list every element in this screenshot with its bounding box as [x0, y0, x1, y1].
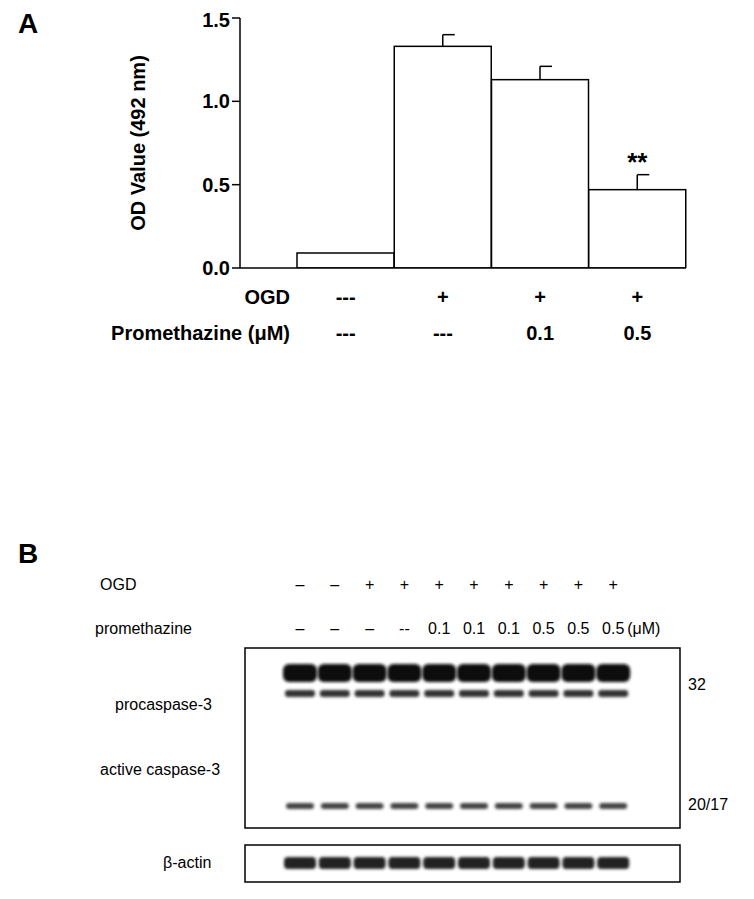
svg-text:+: + [632, 286, 644, 308]
svg-text:–: – [330, 576, 339, 593]
svg-text:**: ** [627, 147, 648, 177]
svg-text:0.5: 0.5 [623, 322, 651, 344]
svg-text:OGD: OGD [244, 286, 290, 308]
svg-text:+: + [435, 576, 444, 593]
svg-text:–: – [296, 620, 305, 637]
svg-text:32: 32 [688, 676, 706, 693]
svg-text:---: --- [336, 322, 356, 344]
svg-text:---: --- [433, 322, 453, 344]
svg-text:1.5: 1.5 [202, 9, 230, 31]
svg-text:+: + [609, 576, 618, 593]
svg-text:B: B [18, 538, 38, 569]
svg-text:procaspase-3: procaspase-3 [115, 696, 212, 713]
svg-text:0.1: 0.1 [526, 322, 554, 344]
svg-text:0.0: 0.0 [202, 257, 230, 279]
svg-text:+: + [539, 576, 548, 593]
svg-text:–: – [365, 620, 374, 637]
svg-text:+: + [365, 576, 374, 593]
svg-text:0.5: 0.5 [567, 620, 589, 637]
svg-text:1.0: 1.0 [202, 90, 230, 112]
svg-text:Promethazine (μM): Promethazine (μM) [111, 322, 290, 344]
svg-text:+: + [574, 576, 583, 593]
html-text:A: A [18, 8, 39, 39]
svg-text:20/17: 20/17 [688, 796, 728, 813]
svg-text:0.5: 0.5 [532, 620, 554, 637]
svg-text:0.1: 0.1 [428, 620, 450, 637]
svg-text:+: + [469, 576, 478, 593]
svg-text:+: + [437, 286, 449, 308]
svg-text:0.5: 0.5 [602, 620, 624, 637]
svg-text:---: --- [336, 286, 356, 308]
svg-text:OGD: OGD [100, 576, 136, 593]
svg-text:OD Value (492 nm): OD Value (492 nm) [127, 55, 149, 231]
svg-text:+: + [400, 576, 409, 593]
svg-text:--: -- [399, 620, 410, 637]
svg-text:–: – [330, 620, 339, 637]
svg-text:0.1: 0.1 [463, 620, 485, 637]
svg-text:0.1: 0.1 [498, 620, 520, 637]
svg-text:β-actin: β-actin [163, 854, 211, 871]
svg-text:active caspase-3: active caspase-3 [100, 761, 220, 778]
svg-text:(μM): (μM) [627, 620, 660, 637]
svg-text:+: + [534, 286, 546, 308]
svg-text:–: – [296, 576, 305, 593]
svg-text:0.5: 0.5 [202, 174, 230, 196]
svg-text:promethazine: promethazine [95, 620, 192, 637]
svg-text:+: + [504, 576, 513, 593]
